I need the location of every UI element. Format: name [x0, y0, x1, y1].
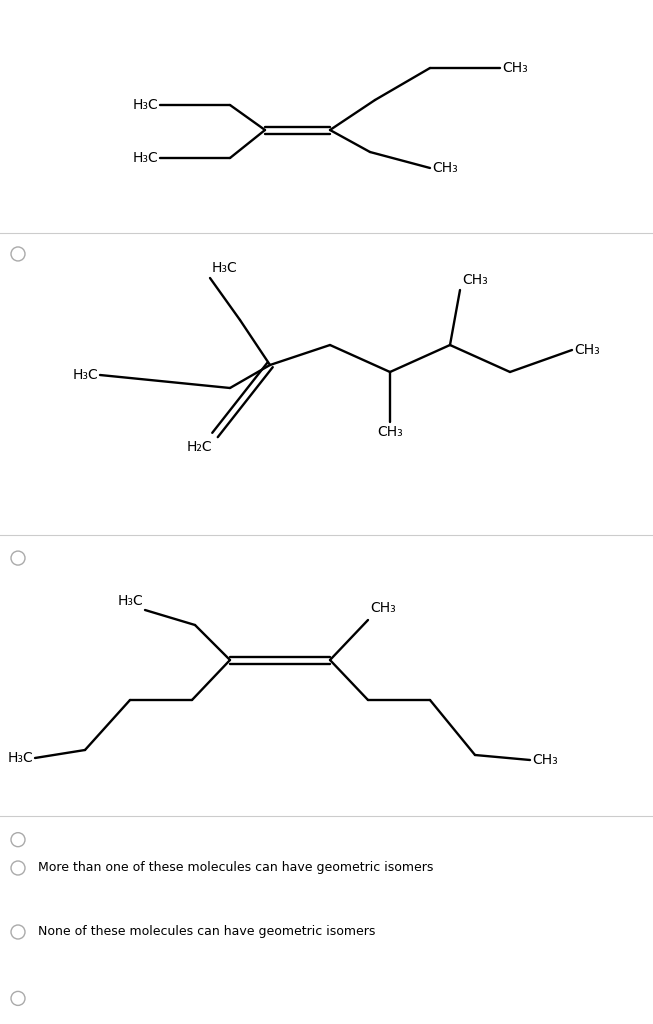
Text: H₃C: H₃C — [72, 368, 98, 382]
Text: CH₃: CH₃ — [574, 343, 599, 357]
Text: H₃C: H₃C — [212, 261, 238, 275]
Text: CH₃: CH₃ — [532, 753, 558, 767]
Text: CH₃: CH₃ — [370, 601, 396, 615]
Text: H₃C: H₃C — [133, 98, 158, 112]
Text: CH₃: CH₃ — [432, 161, 458, 175]
Text: H₂C: H₂C — [186, 440, 212, 454]
Text: CH₃: CH₃ — [377, 425, 403, 439]
Text: H₃C: H₃C — [118, 594, 143, 608]
Text: None of these molecules can have geometric isomers: None of these molecules can have geometr… — [38, 926, 375, 939]
Text: H₃C: H₃C — [7, 751, 33, 765]
Text: More than one of these molecules can have geometric isomers: More than one of these molecules can hav… — [38, 861, 434, 874]
Text: CH₃: CH₃ — [462, 273, 488, 287]
Text: CH₃: CH₃ — [502, 61, 528, 75]
Text: H₃C: H₃C — [133, 151, 158, 165]
